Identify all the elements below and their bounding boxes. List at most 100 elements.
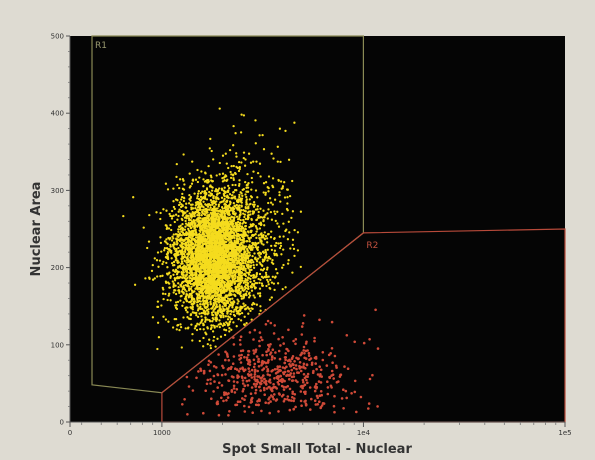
data-point xyxy=(248,240,251,243)
data-point xyxy=(232,254,235,257)
data-point xyxy=(232,310,235,313)
data-point xyxy=(262,191,265,194)
data-point xyxy=(229,263,232,266)
data-point xyxy=(223,281,226,284)
data-point xyxy=(251,233,254,237)
data-point xyxy=(250,307,253,310)
data-point xyxy=(230,229,233,233)
data-point xyxy=(222,211,226,214)
data-point xyxy=(260,223,263,226)
data-point xyxy=(260,232,263,235)
data-point xyxy=(250,400,254,404)
data-point xyxy=(241,238,244,242)
data-point xyxy=(242,295,245,298)
data-point xyxy=(266,233,270,236)
data-point xyxy=(220,215,223,218)
data-point xyxy=(206,313,209,316)
data-point xyxy=(200,214,203,217)
data-point xyxy=(240,209,243,212)
data-point xyxy=(276,222,279,225)
data-point xyxy=(194,254,198,257)
data-point xyxy=(221,305,224,308)
data-point xyxy=(223,302,227,305)
data-point xyxy=(221,312,225,316)
data-point xyxy=(218,305,221,308)
data-point xyxy=(244,158,247,161)
data-point xyxy=(211,203,214,206)
data-point xyxy=(204,253,208,256)
data-point xyxy=(204,203,207,206)
data-point xyxy=(219,262,223,266)
data-point xyxy=(235,152,238,155)
data-point xyxy=(249,161,253,164)
data-point xyxy=(223,203,226,206)
data-point xyxy=(195,256,199,259)
data-point xyxy=(252,263,255,267)
data-point xyxy=(216,241,219,244)
data-point xyxy=(190,182,194,185)
data-point xyxy=(206,318,209,321)
data-point xyxy=(191,311,194,314)
data-point xyxy=(292,247,296,251)
data-point xyxy=(151,278,155,281)
data-point xyxy=(204,270,207,273)
data-point xyxy=(201,217,204,220)
data-point xyxy=(202,309,205,312)
data-point xyxy=(247,292,251,295)
data-point xyxy=(241,245,244,249)
data-point xyxy=(272,332,276,335)
data-point xyxy=(182,271,185,274)
data-point xyxy=(183,183,186,186)
data-point xyxy=(238,237,241,240)
data-point xyxy=(228,289,231,292)
data-point xyxy=(269,201,273,204)
data-point xyxy=(197,200,200,204)
data-point xyxy=(279,344,282,347)
data-point xyxy=(180,290,184,293)
data-point xyxy=(231,174,235,177)
data-point xyxy=(265,353,269,357)
data-point xyxy=(133,283,137,286)
data-point xyxy=(227,267,230,270)
data-point xyxy=(209,137,212,141)
data-point xyxy=(194,271,197,275)
data-point xyxy=(258,281,261,285)
data-point xyxy=(210,326,213,329)
data-point xyxy=(236,306,239,309)
data-point xyxy=(258,134,261,137)
data-point xyxy=(180,195,184,199)
data-point xyxy=(204,208,207,211)
data-point xyxy=(222,199,225,202)
data-point xyxy=(161,262,164,266)
data-point xyxy=(196,298,199,302)
data-point xyxy=(333,354,337,358)
data-point xyxy=(233,300,236,304)
data-point xyxy=(204,306,207,310)
data-point xyxy=(200,311,203,315)
data-point xyxy=(238,227,241,231)
data-point xyxy=(184,309,188,312)
data-point xyxy=(257,277,260,281)
data-point xyxy=(219,284,222,287)
data-point xyxy=(292,399,296,403)
data-point xyxy=(239,306,242,309)
data-point xyxy=(236,312,239,315)
data-point xyxy=(242,212,245,215)
data-point xyxy=(269,287,272,290)
data-point xyxy=(226,297,230,300)
data-point xyxy=(205,198,209,201)
data-point xyxy=(210,227,213,230)
data-point xyxy=(248,198,251,201)
data-point xyxy=(345,334,349,337)
data-point xyxy=(216,337,219,340)
data-point xyxy=(255,230,258,233)
data-point xyxy=(259,309,262,312)
data-point xyxy=(264,276,267,279)
data-point xyxy=(291,271,294,274)
data-point xyxy=(200,244,203,248)
data-point xyxy=(252,349,255,352)
data-point xyxy=(205,192,208,196)
data-point xyxy=(214,318,218,321)
data-point xyxy=(222,248,225,251)
data-point xyxy=(235,225,239,228)
